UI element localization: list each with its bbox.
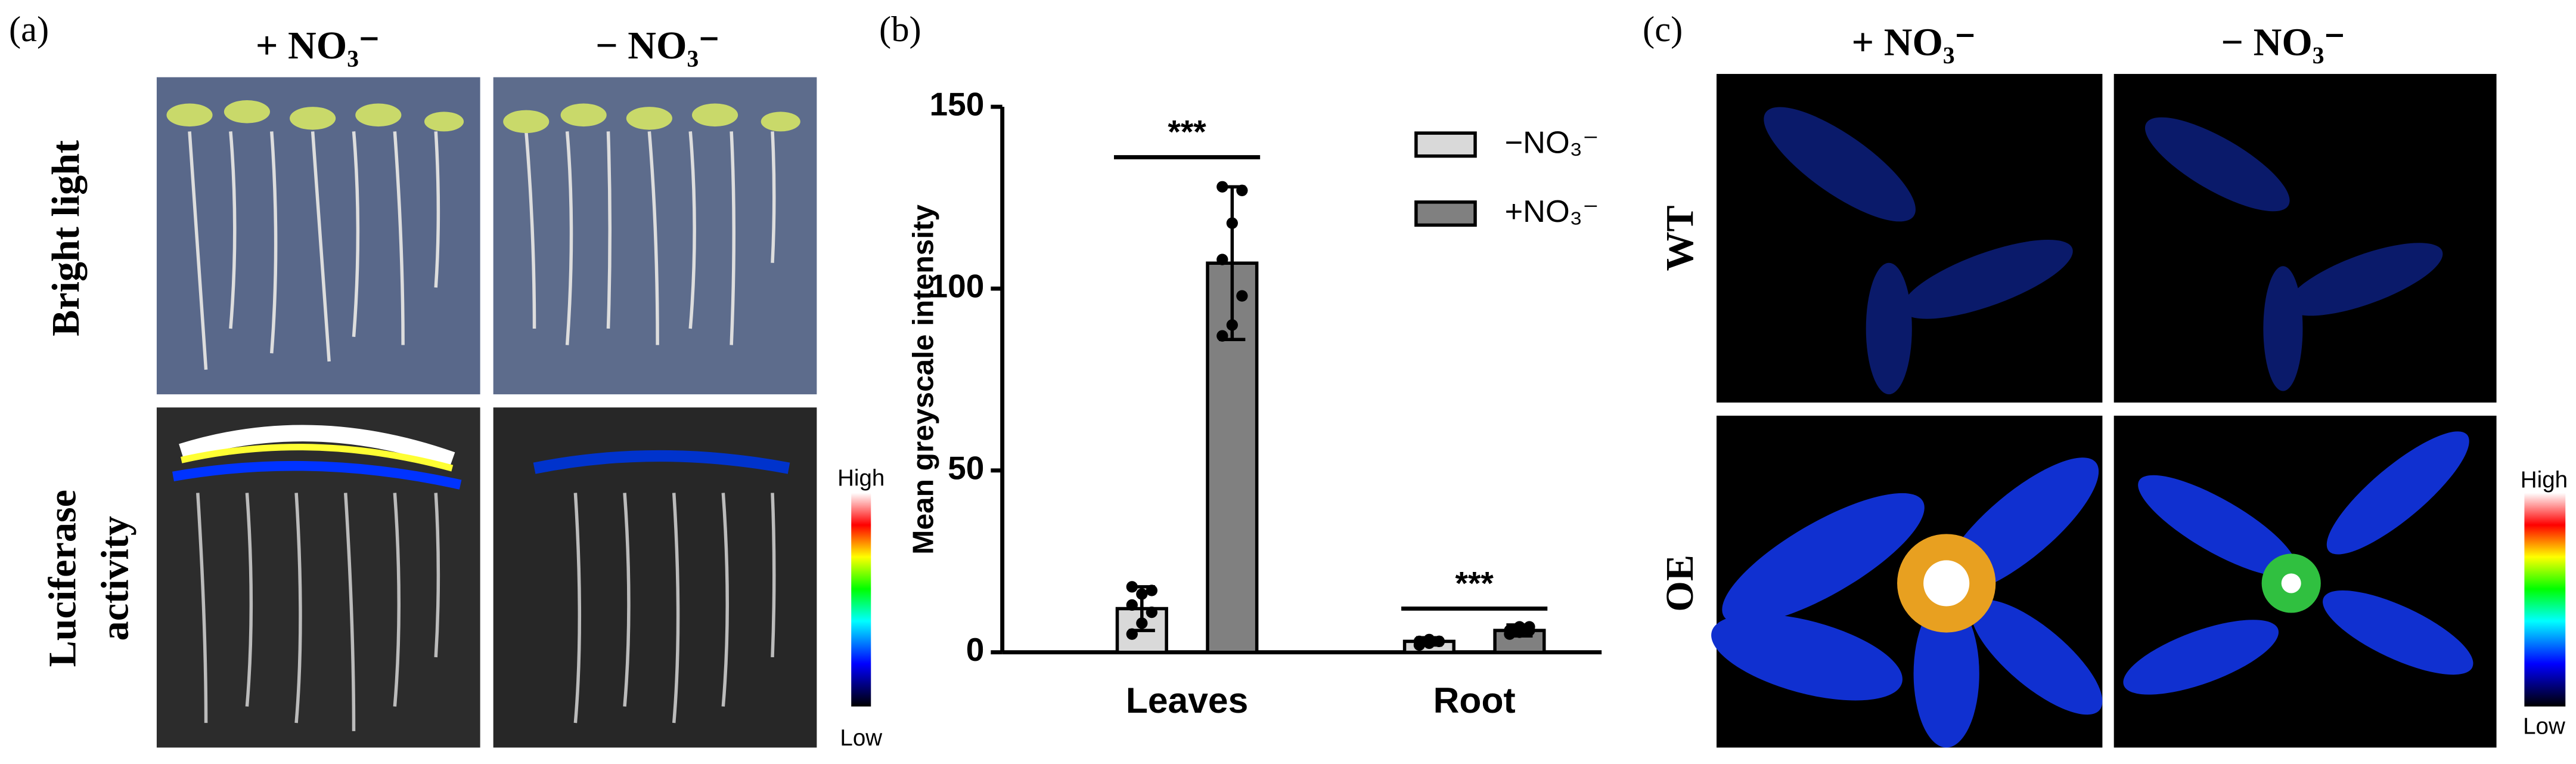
data-point <box>1226 217 1238 229</box>
x-tick-label: Root <box>1433 680 1516 720</box>
data-point <box>1126 581 1138 593</box>
data-point <box>1216 253 1228 265</box>
scale-label: High <box>2521 467 2568 493</box>
color-bar <box>851 493 871 707</box>
significance-label: *** <box>1168 113 1206 150</box>
data-point <box>1126 599 1138 611</box>
column-header: + NO₃⁻ <box>256 24 380 67</box>
y-tick-label: 50 <box>948 449 984 486</box>
data-point <box>1413 635 1426 648</box>
data-point <box>1146 606 1157 618</box>
data-point <box>1226 319 1238 331</box>
scale-label: Low <box>2523 714 2565 740</box>
x-tick-label: Leaves <box>1126 680 1249 720</box>
column-header: − NO₃⁻ <box>2221 20 2345 64</box>
photo <box>1711 73 2497 748</box>
data-point <box>1433 635 1445 648</box>
legend-swatch <box>1414 131 1477 158</box>
data-point <box>1126 628 1138 640</box>
data-point <box>1236 184 1248 196</box>
data-point <box>1216 330 1228 342</box>
column-header: + NO₃⁻ <box>1852 20 1976 64</box>
data-point <box>1523 621 1535 633</box>
significance-label: *** <box>1455 564 1494 601</box>
y-tick-label: 150 <box>929 86 984 123</box>
panel-label: (c) <box>1643 10 1683 50</box>
photo <box>156 77 817 748</box>
legend-swatch <box>1414 200 1477 227</box>
row-label: Luciferase <box>41 490 85 667</box>
panel-label: (a) <box>9 10 49 50</box>
y-tick-label: 100 <box>929 267 984 304</box>
column-header: − NO₃⁻ <box>595 24 719 67</box>
data-point <box>1216 181 1228 193</box>
panel-label: (b) <box>879 10 921 50</box>
row-label: activity <box>94 516 137 641</box>
data-point <box>1136 617 1148 629</box>
scale-label: Low <box>840 725 882 751</box>
row-label: WT <box>1658 205 1702 271</box>
row-label: OE <box>1658 555 1702 612</box>
row-label: Bright light <box>44 140 88 336</box>
y-axis-title: Mean greyscale intensity <box>906 204 939 554</box>
data-point <box>1423 633 1435 645</box>
data-point <box>1236 290 1248 302</box>
legend-label: −NO₃⁻ <box>1505 125 1599 160</box>
data-point <box>1504 624 1516 636</box>
data-point <box>1136 588 1148 600</box>
legend-label: +NO₃⁻ <box>1505 194 1599 229</box>
scale-label: High <box>837 466 884 491</box>
color-bar <box>2524 493 2566 707</box>
data-point <box>1513 621 1526 633</box>
data-point <box>1146 584 1157 596</box>
y-tick-label: 0 <box>966 631 985 668</box>
